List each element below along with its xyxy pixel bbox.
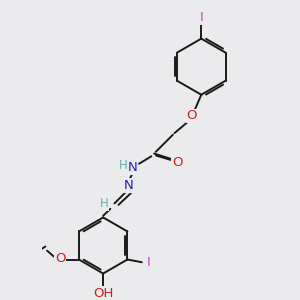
Text: N: N [124, 179, 134, 192]
Text: N: N [128, 161, 138, 174]
Text: I: I [147, 256, 151, 269]
Text: H: H [119, 159, 128, 172]
Text: OH: OH [93, 287, 113, 300]
Text: I: I [200, 11, 203, 24]
Text: O: O [55, 252, 65, 265]
Text: O: O [172, 156, 182, 169]
Text: H: H [100, 197, 109, 210]
Text: O: O [187, 110, 197, 122]
